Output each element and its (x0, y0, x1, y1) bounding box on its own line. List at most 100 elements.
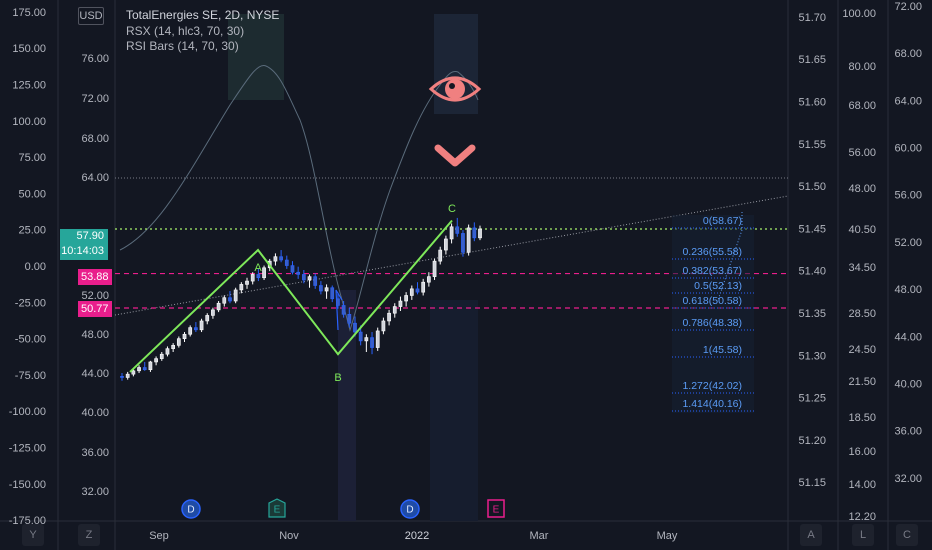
candles (120, 217, 482, 381)
inner-axis-label: 52.00 (81, 290, 109, 302)
oscillator-axis-label: -50.00 (15, 334, 46, 346)
oscillator-axis-label: 175.00 (12, 7, 46, 19)
overbought-zone (228, 14, 284, 100)
scale-settings-button[interactable]: C (896, 524, 918, 546)
level-badge-lower: 50.77 (78, 301, 112, 317)
highlight-zone (430, 300, 478, 521)
candle-body (347, 314, 352, 324)
fib-label: 0.5(52.13) (694, 280, 742, 292)
candle-body (330, 287, 335, 300)
right-scale-panel (788, 0, 932, 521)
candle-body (358, 331, 363, 342)
candle-body (444, 238, 448, 251)
candle-body (324, 287, 329, 292)
price-axis-label: 51.35 (798, 308, 826, 320)
level-badge-upper: 53.88 (78, 269, 112, 285)
rsi-axis-label: 40.50 (848, 224, 876, 236)
oscillator-axis-label: -75.00 (15, 370, 46, 382)
auto-scale-button[interactable]: A (800, 524, 822, 546)
rsi-axis-label: 16.00 (848, 446, 876, 458)
candle-body (159, 353, 164, 359)
price-axis-label: 51.65 (798, 54, 826, 66)
percent-axis-label: 36.00 (894, 426, 922, 438)
candle-body (222, 297, 227, 304)
oscillator-axis-label: -25.00 (15, 297, 46, 309)
rsi-axis-label: 21.50 (848, 376, 876, 388)
oscillator-axis-label: -150.00 (9, 479, 46, 491)
oscillator-axis-label: 0.00 (25, 261, 46, 273)
price-axis-label: 51.60 (798, 97, 826, 109)
rsi-axis-label: 18.50 (848, 412, 876, 424)
currency-button[interactable]: USD (78, 7, 104, 25)
oscillator-axis-label: 25.00 (18, 225, 46, 237)
candle-body (336, 298, 340, 306)
rsi-axis-label: 28.50 (848, 308, 876, 320)
percent-axis-label: 68.00 (894, 48, 922, 60)
fib-label: 0(58.67) (703, 215, 742, 227)
dividend-marker (181, 499, 201, 519)
chart-legend: TotalEnergies SE, 2D, NYSE RSX (14, hlc3… (126, 8, 279, 55)
candle-body (273, 256, 278, 262)
fib-connector (717, 229, 743, 301)
earnings-marker-label: E (274, 505, 281, 516)
candle-body (426, 276, 431, 283)
price-axis-label: 51.50 (798, 181, 826, 193)
candle-body (199, 320, 204, 331)
time-axis-label: Nov (279, 530, 299, 542)
chevron-down-icon (434, 144, 476, 167)
fibonacci-levels: 0(58.67) 0.236(55.58) 0.382(53.67) 0.5(52.1… (672, 212, 754, 413)
percent-axis-label: 32.00 (894, 473, 922, 485)
dividend-marker-label: D (187, 505, 194, 516)
candle-body (461, 233, 465, 253)
oscillator-axis-label: 150.00 (12, 43, 46, 55)
axis-y-button[interactable]: Y (22, 524, 44, 546)
fib-label: 1.414(40.16) (682, 398, 742, 410)
percent-axis-label: 44.00 (894, 331, 922, 343)
dividend-marker (400, 499, 420, 519)
candle-body (279, 256, 283, 261)
candle-body (341, 305, 346, 315)
candle-body (398, 300, 403, 307)
inner-axis-label: 44.00 (81, 368, 109, 380)
fib-label: 1.272(42.02) (682, 380, 742, 392)
candle-body (188, 327, 193, 335)
inner-axis-label: 64.00 (81, 172, 109, 184)
rsi-axis-label: 12.20 (848, 511, 876, 523)
candle-body (216, 302, 221, 311)
inner-axis-label: 32.00 (81, 486, 109, 498)
signal-icons (428, 76, 482, 167)
price-axis-label: 51.45 (798, 223, 826, 235)
candle-body (415, 288, 420, 293)
axis-labels: 175.00 150.00 125.00 100.00 75.00 50.00 25.00 0… (9, 1, 922, 542)
oscillator-axis-label: -100.00 (9, 406, 46, 418)
candle-body (120, 376, 124, 378)
candle-body (478, 228, 482, 239)
log-scale-button[interactable]: L (852, 524, 874, 546)
current-price: 57.90 (76, 230, 104, 242)
candle-body (125, 373, 130, 378)
candle-body (165, 348, 170, 355)
axis-z-button[interactable]: Z (78, 524, 100, 546)
rsi-shading (228, 14, 478, 521)
earnings-marker (268, 498, 286, 518)
candle-body (239, 284, 244, 291)
price-axis-label: 51.40 (798, 266, 826, 278)
candle-body (194, 327, 198, 331)
rsi-axis-label: 14.00 (848, 479, 876, 491)
fib-label: 0.382(53.67) (682, 265, 742, 277)
rsx-curve (119, 64, 479, 332)
candle-body (250, 274, 255, 282)
candle-body (148, 361, 153, 371)
percent-axis-label: 52.00 (894, 237, 922, 249)
inner-axis-label: 40.00 (81, 407, 109, 419)
rsi-axis-label: 34.50 (848, 262, 876, 274)
candle-body (375, 330, 380, 348)
price-axis-label: 51.30 (798, 350, 826, 362)
fib-label: 0.236(55.58) (682, 246, 742, 258)
zigzag-path (129, 219, 453, 373)
rsi-axis-label: 24.50 (848, 344, 876, 356)
candle-body (387, 312, 391, 322)
